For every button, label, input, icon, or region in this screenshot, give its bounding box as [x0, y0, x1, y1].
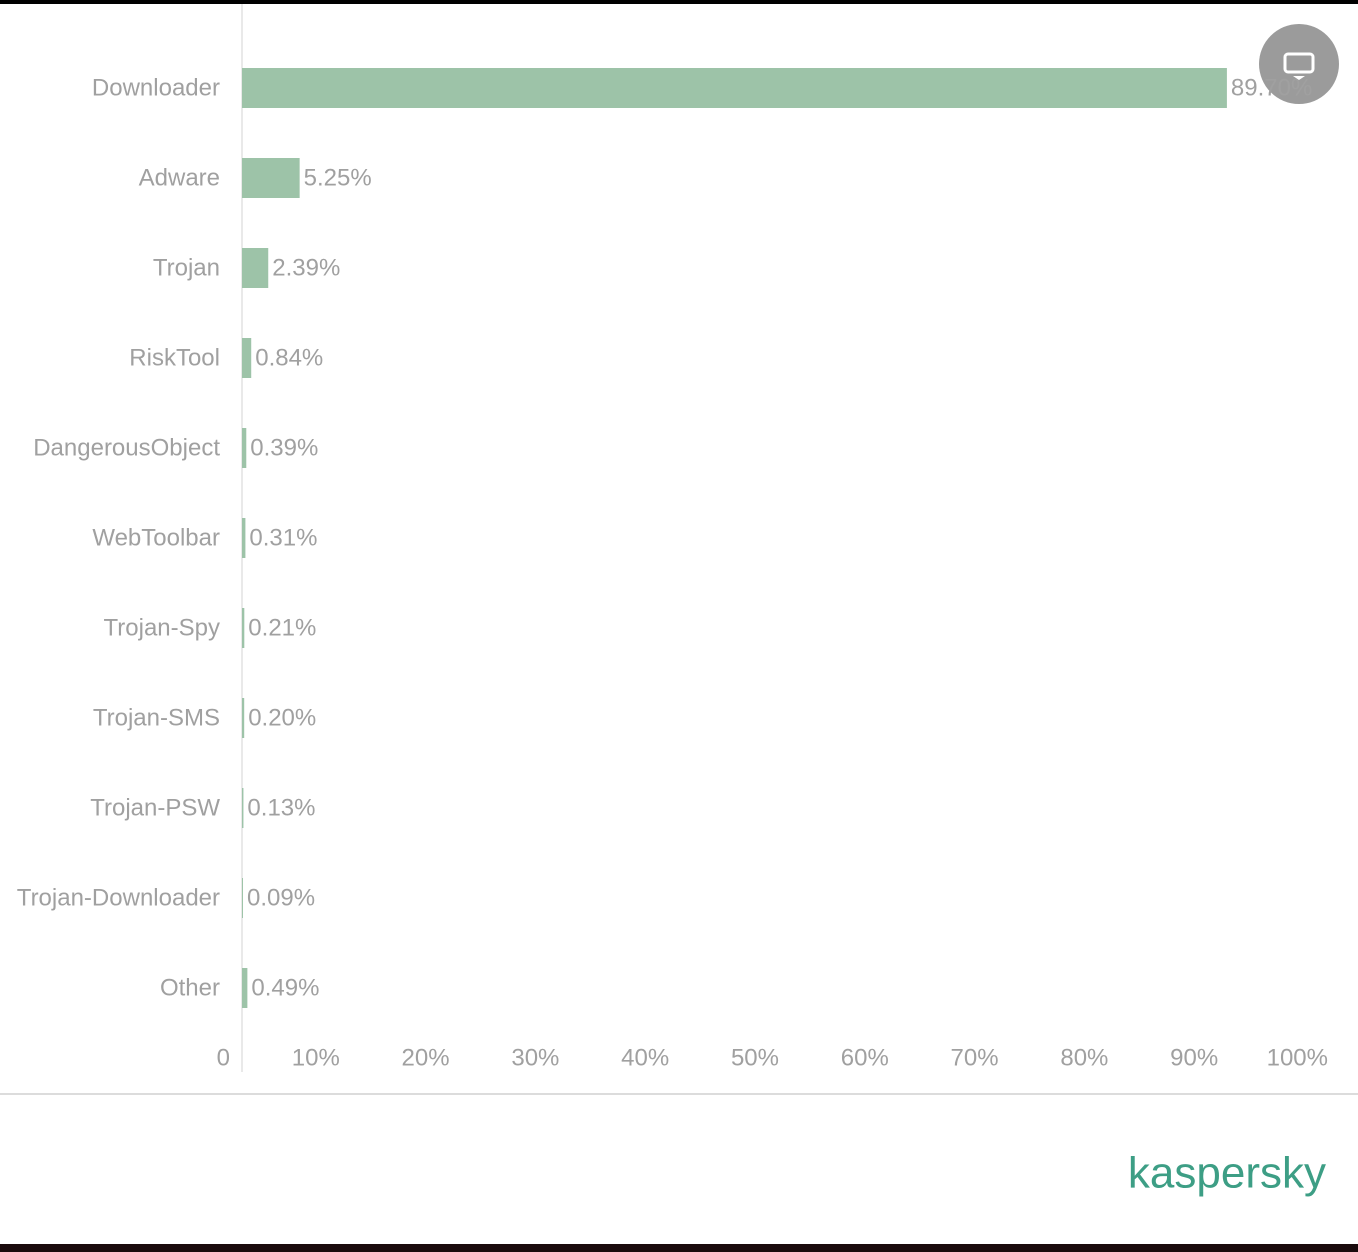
x-tick-label: 10%	[292, 1044, 340, 1071]
value-label: 89.70%	[1231, 74, 1312, 101]
x-tick-label: 30%	[511, 1044, 559, 1071]
bar	[242, 338, 252, 378]
brand-logo: kaspersky	[1128, 1149, 1326, 1198]
bar	[242, 788, 244, 828]
value-label: 5.25%	[304, 164, 372, 191]
value-label: 2.39%	[272, 254, 340, 281]
value-label: 0.20%	[248, 704, 316, 731]
bar	[242, 698, 245, 738]
y-tick-label: Trojan-Spy	[104, 614, 220, 641]
bar	[242, 428, 247, 468]
value-label: 0.49%	[251, 974, 319, 1001]
y-tick-label: Trojan-SMS	[93, 704, 220, 731]
x-tick-label: 80%	[1060, 1044, 1108, 1071]
button-circle[interactable]	[1259, 24, 1339, 104]
value-label: 0.21%	[248, 614, 316, 641]
x-tick-label: 100%	[1267, 1044, 1328, 1071]
y-tick-label: Trojan	[153, 254, 220, 281]
y-tick-label: Trojan-PSW	[90, 794, 220, 821]
x-tick-label: 60%	[841, 1044, 889, 1071]
x-tick-label: 40%	[621, 1044, 669, 1071]
y-tick-label: RiskTool	[129, 344, 220, 371]
x-tick-label: 50%	[731, 1044, 779, 1071]
bar	[242, 518, 246, 558]
bar	[242, 968, 248, 1008]
bar	[242, 248, 269, 288]
button-icon-stand[interactable]	[1293, 76, 1305, 80]
x-tick-label: 20%	[402, 1044, 450, 1071]
y-tick-label: Other	[160, 974, 220, 1001]
y-tick-label: Downloader	[92, 74, 220, 101]
value-label: 0.31%	[249, 524, 317, 551]
y-tick-label: DangerousObject	[33, 434, 220, 461]
y-tick-label: Trojan-Downloader	[17, 884, 220, 911]
x-tick-label: 70%	[951, 1044, 999, 1071]
value-label: 0.84%	[255, 344, 323, 371]
value-label: 0.13%	[247, 794, 315, 821]
x-tick-label: 0	[217, 1044, 230, 1071]
bar	[242, 878, 243, 918]
y-tick-label: Adware	[139, 164, 220, 191]
bar	[242, 608, 245, 648]
bar	[242, 68, 1227, 108]
value-label: 0.39%	[250, 434, 318, 461]
present-button[interactable]	[1259, 24, 1339, 104]
bottom-bar	[0, 1244, 1358, 1252]
y-tick-label: WebToolbar	[92, 524, 220, 551]
bar	[242, 158, 300, 198]
button-icon[interactable]	[1283, 52, 1315, 74]
x-tick-label: 90%	[1170, 1044, 1218, 1071]
top-bar	[0, 0, 1358, 4]
value-label: 0.09%	[247, 884, 315, 911]
